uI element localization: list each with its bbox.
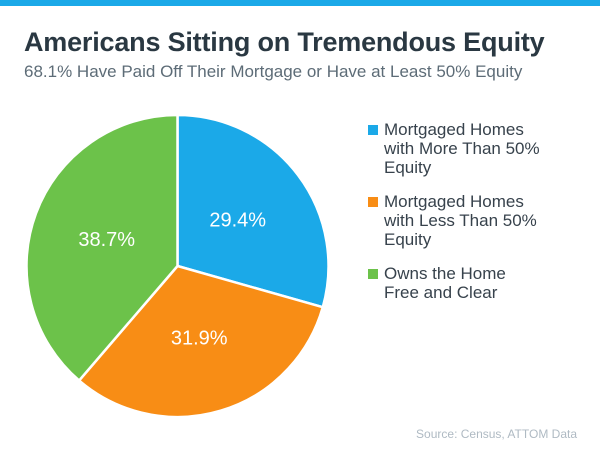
legend-item-1: Mortgaged Homes with More Than 50% Equit… (368, 120, 568, 177)
legend-item-3: Owns the Home Free and Clear (368, 264, 568, 302)
pie-slice-2 (77, 264, 325, 419)
legend-swatch-icon (368, 269, 378, 279)
legend-item-2: Mortgaged Homes with Less Than 50% Equit… (368, 192, 568, 249)
page-title: Americans Sitting on Tremendous Equity (24, 27, 545, 57)
legend-label: Owns the Home Free and Clear (384, 264, 506, 302)
chart-legend: Mortgaged Homes with More Than 50% Equit… (368, 120, 568, 317)
pie-slice-value-label: 38.7% (78, 229, 135, 251)
pie-slice-1 (176, 113, 330, 309)
source-attribution: Source: Census, ATTOM Data (416, 427, 577, 441)
top-accent-bar (0, 0, 600, 6)
pie-slice-3 (25, 113, 179, 382)
legend-swatch-icon (368, 197, 378, 207)
page-subtitle: 68.1% Have Paid Off Their Mortgage or Ha… (24, 62, 523, 81)
pie-slice-value-label: 29.4% (209, 210, 266, 232)
legend-swatch-icon (368, 125, 378, 135)
legend-label: Mortgaged Homes with Less Than 50% Equit… (384, 192, 537, 249)
pie-slice-value-label: 31.9% (171, 327, 228, 349)
legend-label: Mortgaged Homes with More Than 50% Equit… (384, 120, 540, 177)
pie-chart: 29.4% 31.9% 38.7% (25, 113, 330, 419)
